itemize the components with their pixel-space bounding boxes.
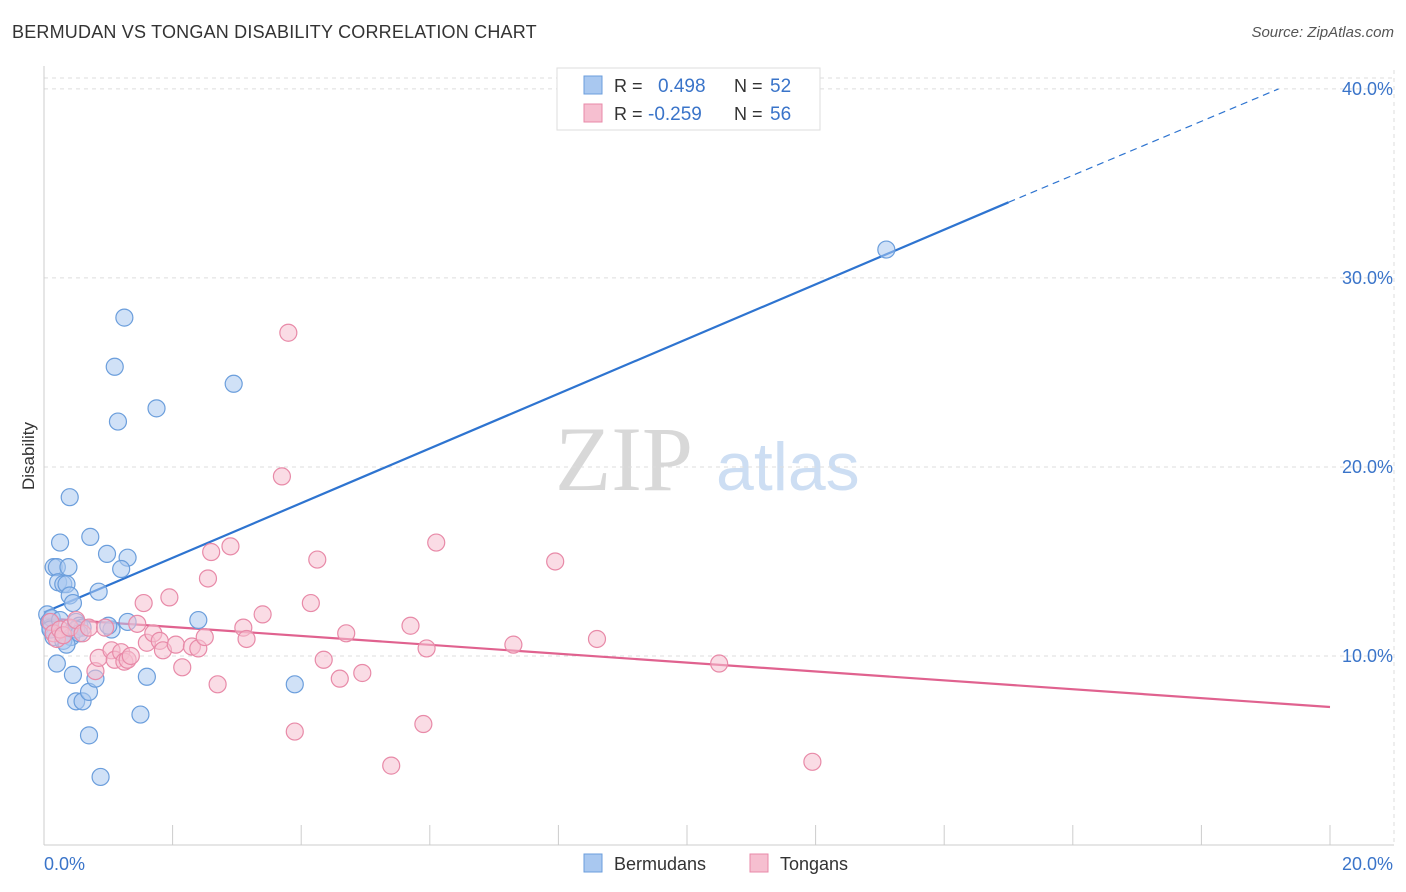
point-tongans: [427, 533, 446, 552]
legend-swatch-bermudans: [583, 75, 603, 95]
point-tongans: [134, 593, 153, 613]
point-tongans: [546, 552, 565, 571]
x-tick-label-min: 0.0%: [44, 854, 85, 874]
x-tick-label-max: 20.0%: [1342, 854, 1393, 874]
point-bermudans: [89, 582, 108, 601]
point-tongans: [330, 669, 349, 688]
y-axis-label: Disability: [19, 421, 38, 490]
point-bermudans: [115, 308, 134, 327]
legend-r-value-tongans: -0.259: [648, 104, 702, 125]
point-tongans: [198, 569, 218, 588]
point-tongans: [121, 646, 140, 666]
trendline-tongans: [43, 617, 1331, 709]
point-bermudans: [81, 527, 100, 546]
chart-title: BERMUDAN VS TONGAN DISABILITY CORRELATIO…: [12, 22, 537, 42]
point-bermudans: [285, 675, 304, 694]
point-tongans: [417, 639, 436, 658]
y-tick-labels: 10.0% 20.0% 30.0% 40.0%: [1342, 79, 1393, 666]
point-bermudans: [224, 374, 243, 393]
y-tick-label: 20.0%: [1342, 457, 1393, 477]
point-tongans: [160, 588, 179, 607]
point-bermudans: [47, 654, 66, 673]
y-tick-label: 40.0%: [1342, 79, 1393, 99]
point-tongans: [587, 629, 607, 649]
legend-r-label-bermudans: R =: [614, 76, 643, 96]
point-tongans: [308, 550, 327, 569]
point-bermudans: [91, 767, 110, 787]
point-bermudans: [147, 399, 166, 418]
legend-bottom-swatch-tongans: [749, 853, 769, 873]
point-tongans: [95, 618, 115, 637]
point-tongans: [221, 537, 240, 556]
trendline-extension-bermudans: [1008, 88, 1279, 203]
point-bermudans: [97, 544, 117, 564]
trendlines: [43, 88, 1331, 709]
point-bermudans: [131, 705, 150, 724]
point-tongans: [803, 752, 822, 771]
point-bermudans: [60, 488, 79, 507]
point-tongans: [166, 635, 185, 654]
axes: [43, 66, 1394, 846]
watermark-zip: ZIP: [555, 408, 693, 510]
legend-r-value-bermudans: 0.498: [658, 76, 706, 97]
point-tongans: [314, 650, 333, 669]
legend-series: Bermudans Tongans: [583, 853, 848, 874]
point-tongans: [208, 675, 227, 694]
y-tick-label: 30.0%: [1342, 268, 1393, 288]
source-label: Source: ZipAtlas.com: [1251, 24, 1394, 41]
legend-bottom-swatch-bermudans: [583, 853, 603, 873]
point-tongans: [272, 467, 292, 486]
point-tongans: [279, 323, 298, 342]
legend-n-label-bermudans: N =: [734, 76, 763, 96]
point-bermudans: [137, 667, 156, 686]
legend-n-value-bermudans: 52: [770, 76, 791, 97]
legend-stats: R = 0.498 N = 52 R = -0.259 N = 56: [556, 67, 821, 131]
point-bermudans: [189, 610, 208, 630]
point-tongans: [202, 542, 221, 562]
data-points: [38, 240, 896, 787]
point-tongans: [237, 629, 256, 649]
point-tongans: [504, 635, 523, 654]
point-tongans: [337, 624, 356, 643]
point-tongans: [173, 658, 192, 677]
legend-bottom-label-bermudans: Bermudans: [614, 854, 706, 874]
point-tongans: [414, 714, 433, 734]
point-bermudans: [63, 665, 83, 684]
point-tongans: [195, 627, 214, 647]
legend-n-value-tongans: 56: [770, 104, 791, 125]
point-bermudans: [59, 558, 78, 577]
point-tongans: [285, 722, 304, 741]
point-tongans: [253, 605, 272, 624]
point-tongans: [710, 654, 729, 673]
point-tongans: [353, 663, 372, 683]
point-tongans: [382, 756, 401, 775]
point-bermudans: [112, 559, 131, 579]
y-tick-label: 10.0%: [1342, 646, 1393, 666]
point-bermudans: [877, 240, 896, 259]
watermark-atlas: atlas: [716, 429, 860, 505]
point-bermudans: [63, 593, 83, 613]
legend-n-label-tongans: N =: [734, 104, 763, 124]
legend-r-label-tongans: R =: [614, 104, 643, 124]
point-tongans: [401, 616, 420, 635]
legend-swatch-tongans: [583, 103, 603, 123]
trendline-bermudans: [43, 201, 1009, 614]
point-tongans: [79, 618, 99, 637]
point-bermudans: [79, 726, 99, 745]
point-tongans: [301, 593, 320, 613]
point-tongans: [128, 614, 147, 633]
point-bermudans: [105, 357, 124, 376]
legend-bottom-label-tongans: Tongans: [780, 854, 848, 874]
point-bermudans: [50, 533, 70, 552]
watermark: ZIP atlas: [555, 408, 860, 510]
point-bermudans: [108, 412, 128, 431]
